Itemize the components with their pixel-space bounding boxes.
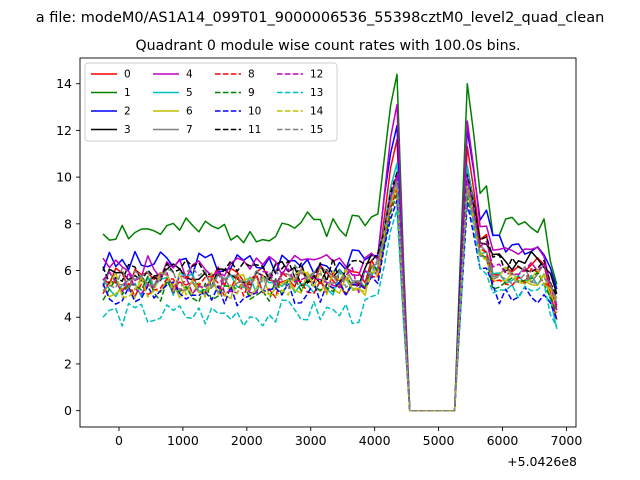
y-tick-label: 8 <box>64 216 72 231</box>
y-tick-label: 10 <box>56 170 72 185</box>
x-tick-label: 5000 <box>423 433 455 448</box>
x-tick-label: 1000 <box>167 433 199 448</box>
legend-label: 9 <box>248 87 255 99</box>
chart-title: Quadrant 0 module wise count rates with … <box>135 38 520 54</box>
y-tick-label: 14 <box>56 76 72 91</box>
axes-frame <box>79 57 577 428</box>
series-line-13 <box>102 188 558 412</box>
series-line-12 <box>102 174 558 412</box>
legend-label: 10 <box>248 106 261 118</box>
y-tick-label: 0 <box>64 403 72 418</box>
y-tick-label: 2 <box>64 356 72 371</box>
x-axis-offset-label: +5.0426e8 <box>507 454 577 469</box>
legend-label: 2 <box>124 106 131 118</box>
legend-label: 8 <box>248 69 255 81</box>
legend-label: 1 <box>124 87 131 99</box>
x-tick-label: 3000 <box>295 433 327 448</box>
y-tick-label: 12 <box>56 123 72 138</box>
legend-label: 4 <box>186 69 193 81</box>
series-line-0 <box>102 138 558 412</box>
legend-label: 3 <box>124 124 131 136</box>
legend-label: 12 <box>310 69 323 81</box>
y-tick-label: 6 <box>64 263 72 278</box>
legend-box <box>84 62 338 142</box>
plot-area <box>102 73 558 412</box>
x-tick-label: 0 <box>115 433 123 448</box>
series-line-11 <box>102 171 558 412</box>
x-tick-label: 2000 <box>231 433 263 448</box>
series-line-1 <box>102 73 558 412</box>
series-line-4 <box>102 103 558 412</box>
series-line-10 <box>102 199 558 412</box>
legend-label: 15 <box>310 124 323 136</box>
legend-label: 7 <box>186 124 193 136</box>
legend-label: 13 <box>310 87 323 99</box>
y-tick-label: 4 <box>64 310 72 325</box>
figure-suptitle: a file: modeM0/AS1A14_099T01_9000006536_… <box>36 10 605 26</box>
legend-label: 14 <box>310 106 324 118</box>
x-tick-label: 7000 <box>551 433 583 448</box>
series-line-7 <box>102 178 558 412</box>
series-line-9 <box>102 192 558 412</box>
legend-label: 0 <box>124 69 131 81</box>
legend-label: 6 <box>186 106 193 118</box>
x-tick-label: 4000 <box>359 433 391 448</box>
series-line-15 <box>102 181 558 412</box>
legend-label: 5 <box>186 87 193 99</box>
legend-label: 11 <box>248 124 261 136</box>
x-tick-label: 6000 <box>487 433 519 448</box>
